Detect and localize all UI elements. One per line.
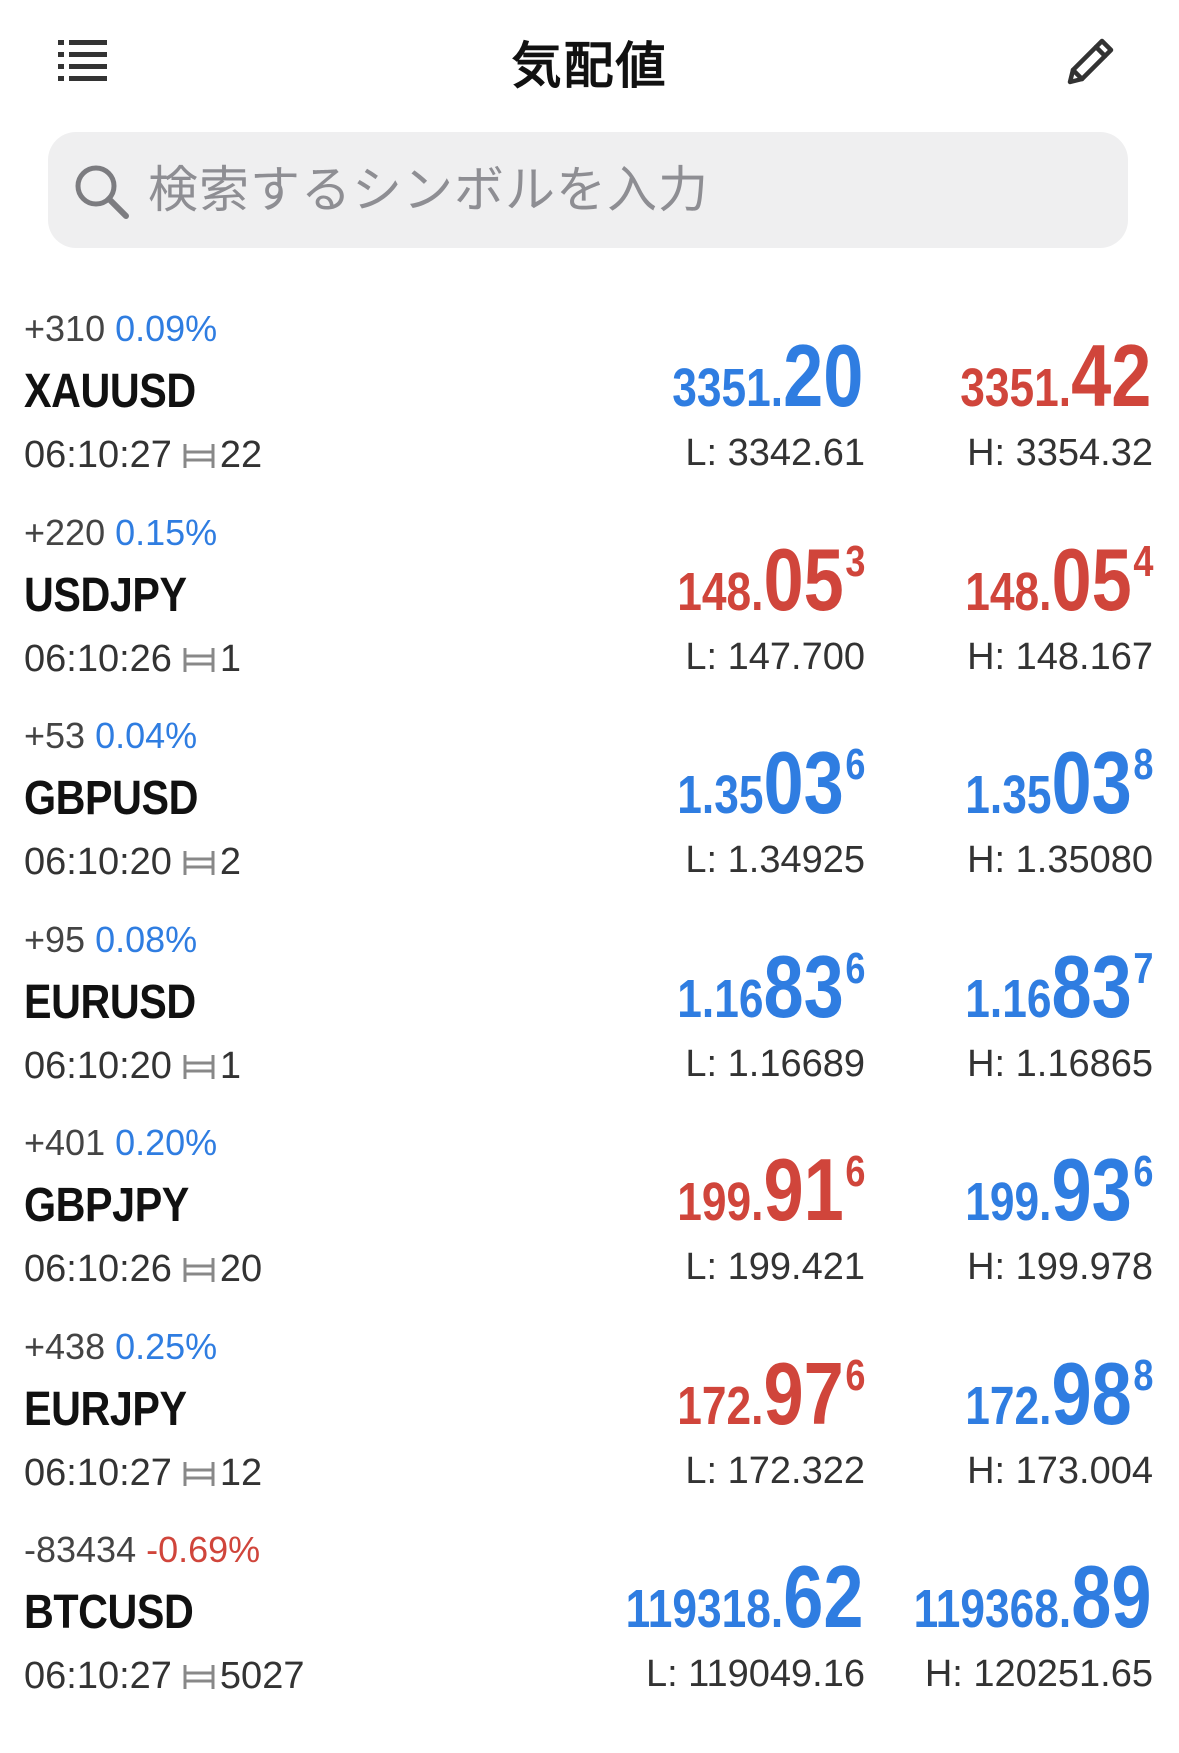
quote-row-gbpusd[interactable]: +53 0.04% GBPUSD 06:10:20 2 1.35036 1.3503… — [0, 709, 1179, 913]
low-price: L: 199.421 — [685, 1246, 865, 1288]
low-price: L: 1.34925 — [685, 839, 865, 881]
high-price: H: 120251.65 — [924, 1653, 1153, 1695]
list-icon[interactable] — [58, 38, 110, 86]
symbol-name: BTCUSD — [24, 1586, 194, 1639]
quote-row-btcusd[interactable]: -83434 -0.69% BTCUSD 06:10:27 5027 119318.… — [0, 1523, 1179, 1727]
change-percent: 0.08% — [95, 918, 198, 960]
spread-value: 2 — [219, 841, 242, 883]
ask-price[interactable]: 148.054 — [964, 529, 1153, 629]
symbol-name: XAUUSD — [24, 365, 196, 418]
ask-price[interactable]: 172.988 — [964, 1343, 1153, 1443]
bid-price[interactable]: 3351.20 — [672, 326, 864, 425]
ask-price[interactable]: 119368.89 — [913, 1547, 1152, 1646]
bid-price[interactable]: 148.053 — [676, 529, 865, 629]
quote-time: 06:10:26 — [24, 1248, 172, 1290]
spread-value: 20 — [219, 1248, 263, 1290]
pencil-icon[interactable] — [1062, 32, 1120, 90]
quote-time: 06:10:27 — [24, 1451, 172, 1494]
spread-value: 1 — [219, 1044, 242, 1087]
spread-icon — [183, 444, 215, 468]
quote-time: 06:10:20 — [24, 841, 172, 883]
spread-icon — [183, 1461, 215, 1486]
low-price: L: 3342.61 — [685, 432, 865, 474]
search-icon — [75, 165, 129, 219]
change-text: +95 0.08% — [24, 918, 198, 960]
low-price: L: 172.322 — [685, 1449, 865, 1492]
quote-row-xauusd[interactable]: +310 0.09% XAUUSD 06:10:27 22 3351.20 3351… — [0, 302, 1179, 506]
change-text: +53 0.04% — [24, 715, 198, 756]
ask-price[interactable]: 1.16837 — [964, 936, 1153, 1036]
quote-meta: 06:10:26 20 — [24, 1248, 262, 1291]
change-text: -83434 -0.69% — [24, 1529, 261, 1570]
change-percent: 0.15% — [115, 511, 218, 553]
symbol-name: EURUSD — [24, 975, 196, 1029]
search-bar[interactable] — [48, 132, 1128, 248]
quote-meta: 06:10:20 2 — [24, 841, 241, 884]
bid-price[interactable]: 199.916 — [676, 1140, 865, 1239]
low-price: L: 119049.16 — [645, 1653, 865, 1695]
quote-time: 06:10:26 — [24, 637, 172, 680]
bid-price[interactable]: 1.35036 — [676, 733, 865, 832]
change-text: +310 0.09% — [24, 308, 218, 349]
quote-time: 06:10:27 — [24, 1655, 172, 1697]
quote-meta: 06:10:20 1 — [24, 1045, 241, 1088]
quote-time: 06:10:27 — [24, 434, 172, 476]
high-price: H: 1.16865 — [967, 1042, 1153, 1085]
low-price: L: 147.700 — [685, 635, 865, 678]
spread-icon — [183, 647, 215, 672]
quote-meta: 06:10:27 5027 — [24, 1655, 304, 1698]
page-title: 気配値 — [511, 37, 668, 95]
search-input[interactable] — [148, 152, 1108, 228]
bid-price[interactable]: 1.16836 — [676, 936, 865, 1036]
bid-price[interactable]: 119318.62 — [625, 1547, 864, 1646]
symbol-name: USDJPY — [24, 568, 187, 622]
high-price: H: 1.35080 — [967, 839, 1153, 881]
spread-icon — [183, 1054, 215, 1079]
quote-time: 06:10:20 — [24, 1044, 172, 1087]
quote-meta: 06:10:26 1 — [24, 638, 241, 681]
spread-icon — [183, 1665, 215, 1689]
change-text: +401 0.20% — [24, 1122, 218, 1163]
quote-list: +310 0.09% XAUUSD 06:10:27 22 3351.20 3351… — [0, 302, 1179, 1727]
ask-price[interactable]: 1.35038 — [964, 733, 1153, 832]
quote-meta: 06:10:27 22 — [24, 434, 262, 477]
symbol-name: GBPJPY — [24, 1179, 189, 1232]
spread-icon — [183, 1258, 215, 1282]
high-price: H: 199.978 — [967, 1246, 1153, 1288]
change-percent: 0.09% — [115, 308, 218, 349]
change-text: +220 0.15% — [24, 511, 218, 553]
spread-value: 5027 — [219, 1655, 305, 1697]
symbol-name: EURJPY — [24, 1382, 187, 1436]
quote-row-gbpjpy[interactable]: +401 0.20% GBPJPY 06:10:26 20 199.916 199.… — [0, 1116, 1179, 1320]
top-bar: 気配値 — [0, 0, 1179, 120]
quote-row-usdjpy[interactable]: +220 0.15% USDJPY 06:10:26 1 148.053 148.0… — [0, 506, 1179, 710]
change-text: +438 0.25% — [24, 1325, 218, 1367]
change-percent: 0.25% — [115, 1325, 218, 1367]
spread-value: 1 — [219, 637, 242, 680]
quote-row-eurusd[interactable]: +95 0.08% EURUSD 06:10:20 1 1.16836 1.1683… — [0, 913, 1179, 1117]
ask-price[interactable]: 3351.42 — [960, 326, 1152, 425]
high-price: H: 3354.32 — [967, 432, 1153, 474]
change-percent: 0.04% — [95, 715, 198, 756]
quote-row-eurjpy[interactable]: +438 0.25% EURJPY 06:10:27 12 172.976 172.… — [0, 1320, 1179, 1524]
symbol-name: GBPUSD — [24, 772, 199, 825]
spread-icon — [183, 851, 215, 875]
high-price: H: 148.167 — [967, 635, 1153, 678]
high-price: H: 173.004 — [967, 1449, 1153, 1492]
bid-price[interactable]: 172.976 — [676, 1343, 865, 1443]
spread-value: 22 — [219, 434, 263, 476]
quote-meta: 06:10:27 12 — [24, 1452, 262, 1495]
spread-value: 12 — [219, 1451, 263, 1494]
change-percent: 0.20% — [115, 1122, 218, 1163]
low-price: L: 1.16689 — [685, 1042, 865, 1085]
ask-price[interactable]: 199.936 — [964, 1140, 1153, 1239]
change-percent: -0.69% — [146, 1529, 261, 1570]
